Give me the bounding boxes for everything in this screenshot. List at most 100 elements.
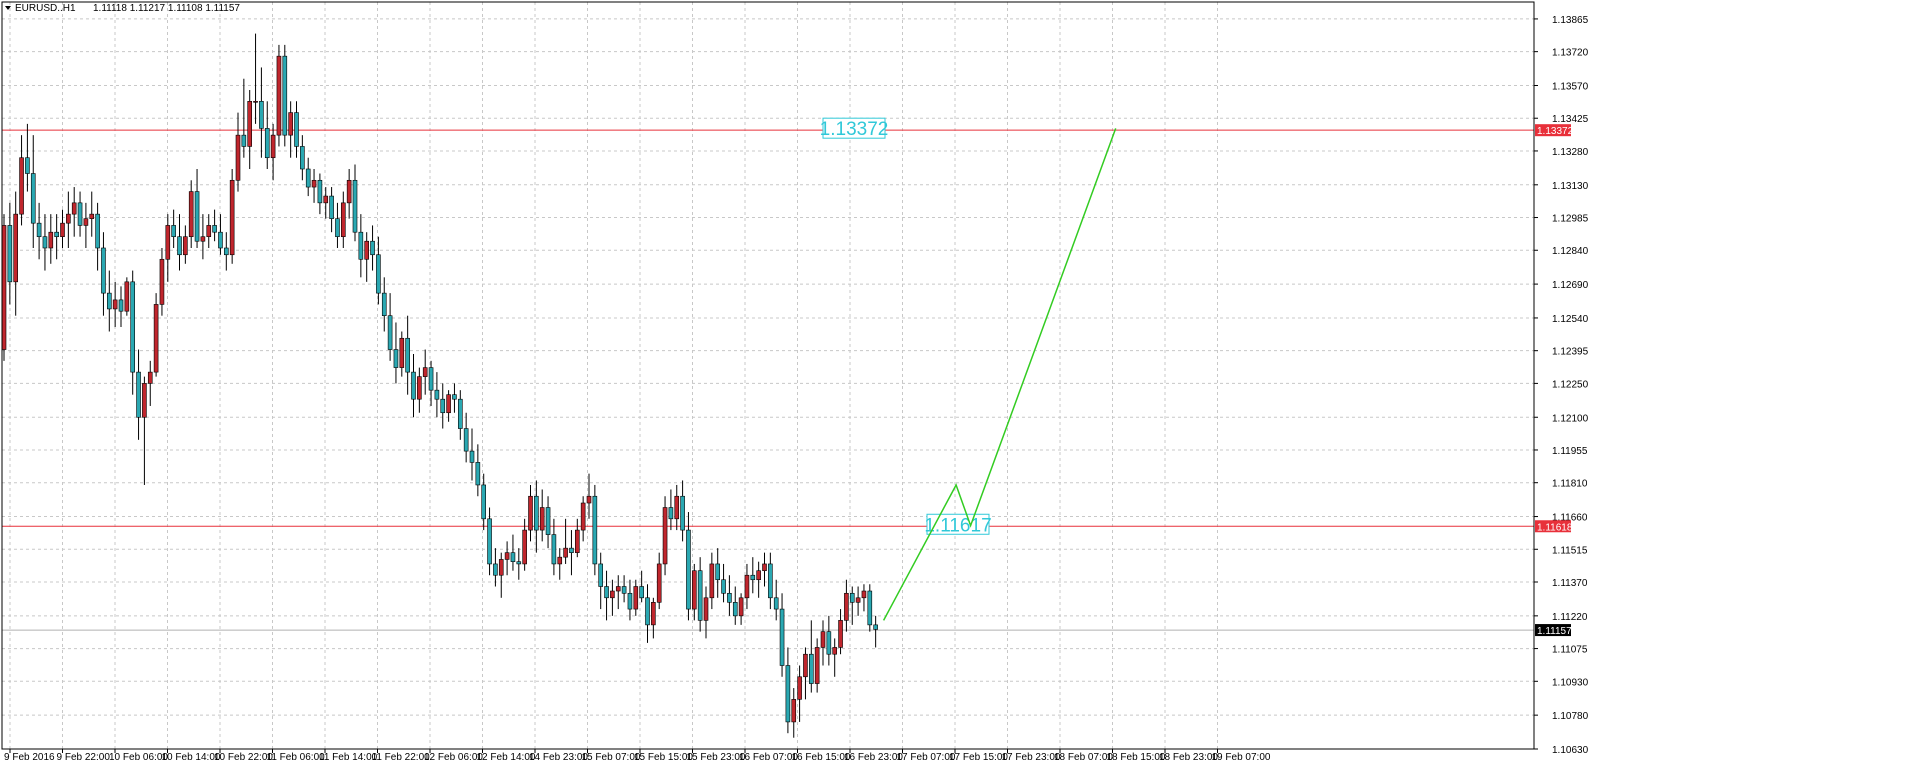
bearish-candle	[393, 349, 399, 368]
projection-line[interactable]	[882, 128, 1117, 621]
bearish-candle	[469, 450, 475, 463]
bearish-candle	[411, 371, 416, 400]
bullish-candle	[674, 495, 680, 520]
bearish-candle	[452, 394, 457, 400]
bullish-candle	[610, 590, 615, 599]
bearish-candle	[352, 179, 358, 233]
bullish-candle	[791, 699, 797, 723]
bullish-candle	[580, 502, 586, 531]
bullish-candle	[855, 597, 861, 603]
bullish-candle	[814, 647, 820, 684]
bullish-candle	[522, 529, 527, 565]
y-tick-label: 1.10780	[1552, 711, 1589, 722]
x-tick-label: 11 Feb 14:00	[319, 752, 378, 763]
bullish-candle	[159, 258, 165, 305]
collapse-triangle-icon[interactable]	[5, 6, 11, 10]
bearish-candle	[867, 590, 873, 626]
bullish-candle	[797, 676, 802, 700]
x-tick-label: 16 Feb 07:00	[739, 752, 798, 763]
bearish-candle	[259, 100, 264, 129]
x-tick-label: 16 Feb 15:00	[792, 752, 851, 763]
bearish-candle	[282, 55, 288, 136]
bullish-candle	[709, 563, 715, 599]
bullish-candle	[651, 602, 656, 626]
bearish-candle	[721, 579, 726, 594]
bullish-candle	[832, 647, 838, 655]
bullish-candle	[844, 592, 849, 621]
y-tick-label: 1.11955	[1552, 446, 1588, 457]
current-price-badge	[1535, 624, 1571, 637]
bullish-candle	[124, 281, 130, 312]
projection-path[interactable]	[882, 128, 1117, 621]
bullish-candle	[48, 231, 54, 249]
bearish-candle	[130, 281, 135, 373]
bullish-candle	[738, 597, 744, 617]
bearish-candle	[457, 398, 463, 429]
bearish-candle	[551, 534, 557, 565]
bearish-candle	[428, 367, 434, 391]
x-tick-label: 17 Feb 15:00	[949, 752, 1008, 763]
y-tick-label: 1.11810	[1552, 479, 1588, 490]
x-tick-label: 11 Feb 06:00	[267, 752, 326, 763]
x-tick-label: 15 Feb 15:00	[634, 752, 693, 763]
x-tick-label: 15 Feb 23:00	[687, 752, 746, 763]
level-label: 1.13372	[820, 119, 889, 140]
bearish-candle	[7, 225, 13, 283]
y-tick-label: 1.11220	[1552, 612, 1588, 623]
bullish-candle	[539, 507, 545, 531]
bearish-candle	[77, 202, 83, 226]
bearish-candle	[545, 507, 551, 535]
bearish-candle	[305, 168, 311, 188]
grid-lines	[2, 2, 1534, 749]
y-tick-label: 1.12100	[1552, 413, 1589, 424]
bearish-candle	[534, 495, 539, 531]
x-tick-label: 9 Feb 22:00	[57, 752, 111, 763]
bearish-candle	[36, 222, 42, 238]
bearish-candle	[264, 128, 270, 159]
y-tick-label: 1.11660	[1552, 513, 1588, 524]
bearish-candle	[25, 157, 30, 174]
candles	[1, 33, 878, 738]
bearish-candle	[487, 518, 492, 565]
x-tick-label: 10 Feb 14:00	[162, 752, 221, 763]
plot-frame	[1, 1, 1535, 750]
bearish-candle	[434, 389, 440, 400]
bullish-candle	[504, 552, 510, 560]
bearish-candle	[715, 563, 721, 581]
bullish-candle	[340, 202, 346, 238]
chart-header: EURUSD..H1 1.11118 1.11217 1.11108 1.111…	[5, 3, 240, 14]
bearish-candle	[697, 570, 703, 621]
y-tick-label: 1.13280	[1552, 147, 1589, 158]
bearish-candle	[107, 292, 112, 310]
x-tick-label: 15 Feb 07:00	[582, 752, 641, 763]
level-label-box	[822, 117, 886, 139]
bullish-candle	[66, 213, 71, 224]
bearish-candle	[516, 561, 522, 565]
bullish-candle	[165, 225, 171, 260]
x-tick-label: 16 Feb 23:00	[844, 752, 903, 763]
bearish-candle	[54, 231, 59, 238]
bearish-candle	[750, 574, 756, 581]
bearish-candle	[370, 240, 375, 256]
level-axis-badge	[1535, 124, 1571, 137]
bullish-candle	[656, 563, 662, 603]
bullish-candle	[270, 134, 276, 159]
bearish-candle	[873, 624, 878, 630]
bearish-candle	[727, 592, 732, 603]
x-tick-label: 11 Feb 22:00	[372, 752, 431, 763]
bearish-candle	[849, 592, 855, 603]
bullish-candle	[183, 236, 188, 256]
x-tick-label: 19 Feb 07:00	[1212, 752, 1271, 763]
bearish-candle	[30, 173, 36, 224]
bearish-candle	[42, 236, 48, 249]
bearish-candle	[177, 236, 182, 256]
bearish-candle	[779, 608, 785, 666]
x-tick-label: 10 Feb 06:00	[109, 752, 168, 763]
y-tick-label: 1.10930	[1552, 677, 1589, 688]
bearish-candle	[224, 247, 229, 256]
y-tick-label: 1.13425	[1552, 114, 1589, 125]
y-tick-label: 1.12840	[1552, 246, 1589, 257]
